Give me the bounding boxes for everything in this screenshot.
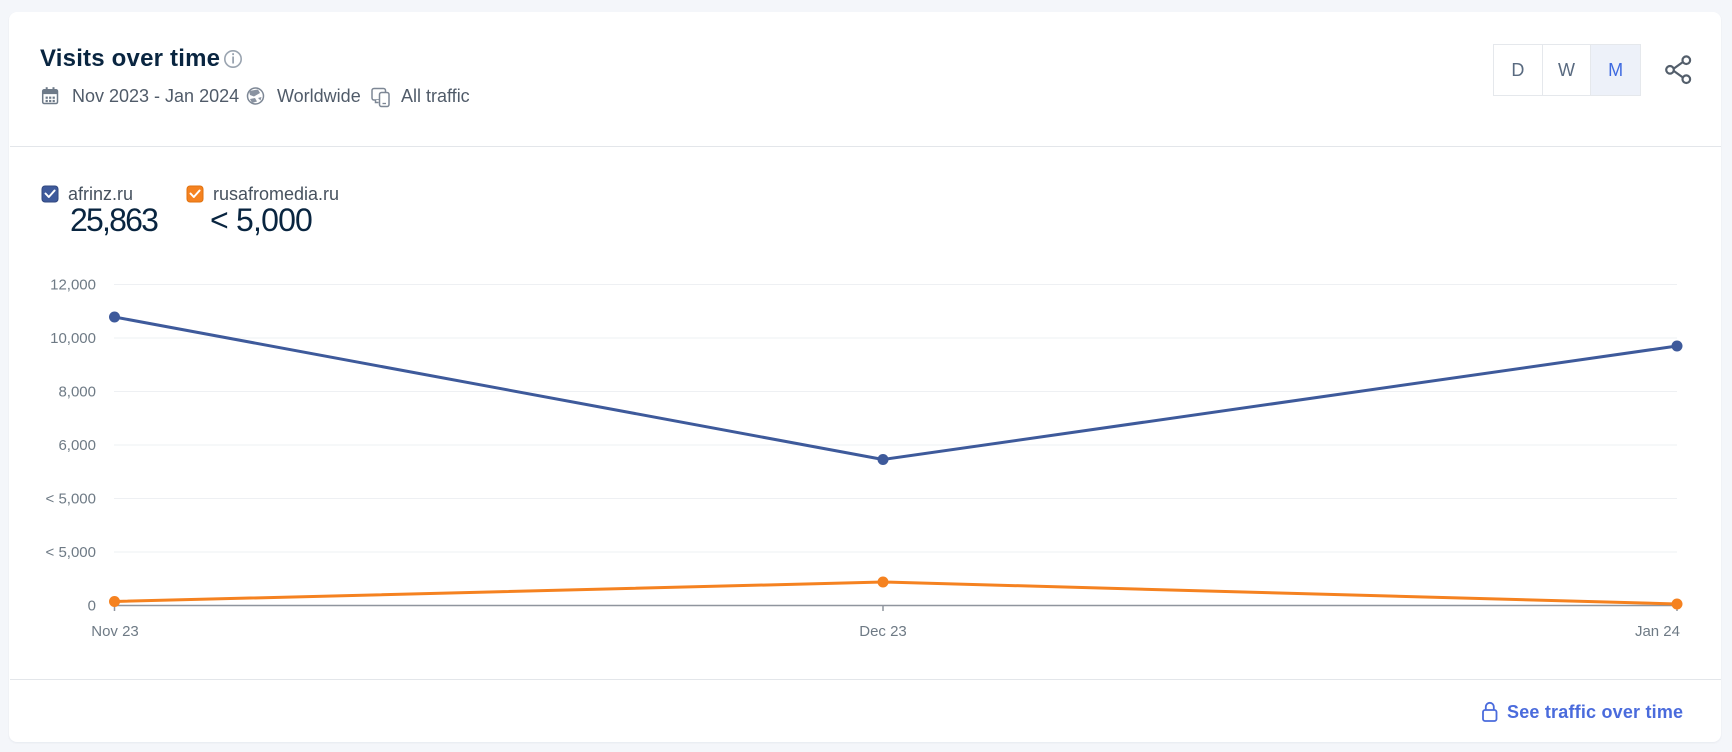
svg-text:10,000: 10,000 xyxy=(50,330,96,347)
svg-text:< 5,000: < 5,000 xyxy=(46,544,96,561)
svg-text:< 5,000: < 5,000 xyxy=(46,491,96,508)
svg-text:Dec 23: Dec 23 xyxy=(859,623,907,640)
svg-text:Jan 24: Jan 24 xyxy=(1635,623,1680,640)
svg-text:Nov 23: Nov 23 xyxy=(91,623,139,640)
svg-text:12,000: 12,000 xyxy=(50,277,96,294)
svg-text:8,000: 8,000 xyxy=(58,384,96,401)
svg-text:6,000: 6,000 xyxy=(58,437,96,454)
svg-text:0: 0 xyxy=(88,598,96,615)
